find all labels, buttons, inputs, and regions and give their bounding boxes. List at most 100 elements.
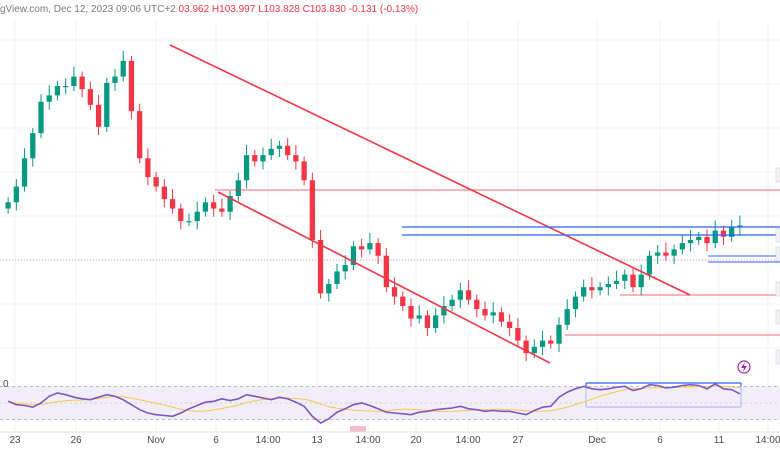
- candle-body: [449, 299, 455, 306]
- candle-body: [63, 86, 69, 88]
- candle-body: [523, 340, 529, 354]
- candle-body: [95, 104, 102, 127]
- candle-body: [712, 230, 718, 244]
- channel-upper-line: [169, 44, 691, 296]
- candle-body: [498, 312, 505, 322]
- rsi-ma-line: [7, 385, 740, 413]
- high-value: H103.997: [211, 4, 256, 15]
- rsi-line: [7, 382, 741, 424]
- x-tick-label: Dec: [588, 435, 606, 446]
- candle-body: [696, 236, 702, 240]
- candle-body: [367, 243, 373, 250]
- x-tick-label: 26: [70, 435, 82, 446]
- candle-body: [112, 76, 118, 83]
- candle-body: [71, 76, 77, 86]
- candle-body: [194, 211, 200, 222]
- candle-body: [137, 111, 143, 159]
- candle-body: [490, 312, 496, 316]
- x-tick-label: 13: [311, 435, 323, 446]
- candle-body: [539, 340, 546, 347]
- candle-body: [104, 82, 110, 127]
- candle-body: [622, 274, 628, 281]
- candle-body: [342, 265, 348, 272]
- candle-body: [219, 208, 225, 212]
- candle-body: [581, 287, 587, 297]
- candle-body: [260, 155, 266, 162]
- candle-body: [120, 60, 126, 77]
- candle-body: [38, 101, 44, 134]
- price-scale-marker: [775, 349, 780, 365]
- candle-body: [202, 202, 209, 212]
- rsi-marker: [350, 426, 366, 432]
- candle-body: [252, 155, 258, 162]
- candle-body: [663, 252, 669, 256]
- drawing-overlays: [0, 44, 780, 432]
- candle-body: [564, 309, 570, 325]
- change-value: -0.131 (-0.13%): [348, 4, 419, 15]
- price-scale-marker: [775, 246, 780, 262]
- candle-body: [408, 306, 414, 319]
- candle-body: [687, 240, 694, 244]
- candle-body: [613, 280, 620, 284]
- candle-body: [383, 255, 389, 288]
- candle-body: [46, 95, 52, 102]
- candle-body: [276, 145, 283, 149]
- price-scale-marker: [775, 227, 780, 243]
- candle-body: [30, 133, 36, 159]
- candle-body: [729, 227, 735, 237]
- candle-body: [13, 186, 19, 203]
- candle-body: [309, 180, 315, 240]
- x-tick-label: 6: [657, 435, 663, 446]
- rsi-scale-label: 0: [3, 379, 9, 390]
- candle-body: [169, 199, 176, 209]
- price-scale-marker: [775, 167, 780, 183]
- data-source-label: gView.com, Dec 12, 2023 09:06 UTC+2: [0, 4, 176, 15]
- x-tick-label: Nov: [147, 435, 165, 446]
- x-tick-label: 14:00: [255, 435, 280, 446]
- candle-body: [227, 196, 233, 212]
- candle-body: [646, 255, 653, 275]
- candle-body: [243, 155, 250, 181]
- candle-body: [572, 296, 579, 310]
- candle-body: [433, 315, 439, 328]
- candle-body: [235, 180, 241, 196]
- candle-body: [79, 76, 85, 90]
- rsi-pane: [0, 382, 780, 424]
- candle-body: [416, 315, 422, 319]
- candle-body: [465, 290, 472, 300]
- candle-body: [391, 287, 398, 297]
- candle-body: [359, 246, 365, 250]
- lightning-bolt-icon: [741, 362, 747, 372]
- candle-body: [474, 299, 480, 310]
- price-scale-marker: [775, 281, 780, 297]
- candles: [5, 50, 743, 362]
- candle-body: [87, 89, 93, 105]
- candle-body: [655, 252, 661, 256]
- candle-body: [145, 158, 151, 178]
- candle-body: [293, 155, 299, 162]
- candle-body: [178, 208, 184, 222]
- x-tick-label: 11: [714, 435, 725, 446]
- candle-body: [630, 274, 636, 288]
- price-scale-marker: [775, 309, 780, 325]
- candle-body: [54, 86, 61, 96]
- x-tick-label: 14:00: [455, 435, 480, 446]
- candle-body: [326, 284, 332, 294]
- candle-body: [597, 287, 603, 291]
- chart-header: gView.com, Dec 12, 2023 09:06 UTC+2 03.9…: [0, 4, 418, 15]
- candle-body: [21, 158, 28, 187]
- candle-body: [375, 243, 381, 256]
- candle-body: [5, 202, 11, 209]
- close-value: C103.830: [302, 4, 346, 15]
- channel-lower-line: [217, 191, 551, 364]
- candle-body: [515, 328, 521, 341]
- candle-body: [457, 290, 463, 300]
- x-tick-label: 23: [9, 435, 21, 446]
- candle-body: [301, 161, 307, 181]
- candle-body: [400, 296, 406, 306]
- candle-body: [548, 340, 554, 344]
- candle-body: [334, 271, 340, 284]
- candle-body: [720, 230, 727, 237]
- low-value: L103.828: [258, 4, 300, 15]
